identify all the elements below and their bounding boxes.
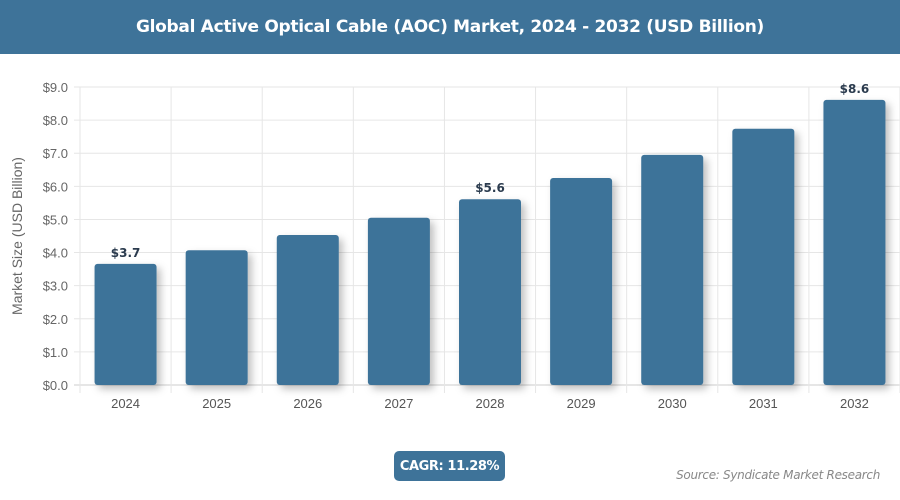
bar-2031 bbox=[732, 128, 795, 385]
y-tick-label: $0.0 bbox=[43, 378, 68, 393]
x-tick-label: 2024 bbox=[111, 396, 140, 411]
bar-2026 bbox=[276, 235, 339, 385]
x-tick-label: 2028 bbox=[476, 396, 505, 411]
bar-2028 bbox=[459, 199, 521, 385]
x-tick-label: 2031 bbox=[749, 396, 778, 411]
data-label: $5.6 bbox=[475, 181, 505, 195]
cagr-badge: CAGR: 11.28% bbox=[394, 451, 505, 481]
source-note: Source: Syndicate Market Research bbox=[676, 468, 880, 482]
y-axis-label: Market Size (USD Billion) bbox=[9, 157, 25, 315]
x-tick-label: 2030 bbox=[658, 396, 687, 411]
y-tick-label: $1.0 bbox=[43, 345, 68, 360]
x-tick-label: 2026 bbox=[293, 396, 322, 411]
x-tick-label: 2032 bbox=[840, 396, 869, 411]
y-tick-label: $2.0 bbox=[43, 312, 68, 327]
title-banner: Global Active Optical Cable (AOC) Market… bbox=[0, 0, 900, 54]
bar-2030 bbox=[641, 154, 704, 385]
data-label: $3.7 bbox=[111, 246, 141, 260]
x-tick-label: 2027 bbox=[384, 396, 413, 411]
y-tick-label: $4.0 bbox=[43, 246, 68, 261]
x-tick-label: 2029 bbox=[567, 396, 596, 411]
bar-2032 bbox=[823, 99, 886, 385]
bar-2029 bbox=[550, 178, 613, 385]
y-tick-label: $5.0 bbox=[43, 212, 68, 227]
y-tick-label: $3.0 bbox=[43, 279, 68, 294]
bar-2027 bbox=[367, 217, 430, 385]
bar-2025 bbox=[185, 250, 248, 385]
bar-chart: $0.0 $1.0 $2.0 $3.0 $4.0 $5.0 $6.0 $7.0 $8.0 $9.0… bbox=[9, 80, 900, 411]
y-tick-label: $6.0 bbox=[43, 179, 68, 194]
chart-title: Global Active Optical Cable (AOC) Market… bbox=[135, 17, 765, 37]
y-tick-label: $9.0 bbox=[43, 80, 68, 95]
x-tick-label: 2025 bbox=[202, 396, 231, 411]
data-label: $8.6 bbox=[840, 82, 870, 96]
bar-2024 bbox=[94, 263, 157, 385]
y-tick-label: $7.0 bbox=[43, 146, 68, 161]
y-tick-label: $8.0 bbox=[43, 113, 68, 128]
